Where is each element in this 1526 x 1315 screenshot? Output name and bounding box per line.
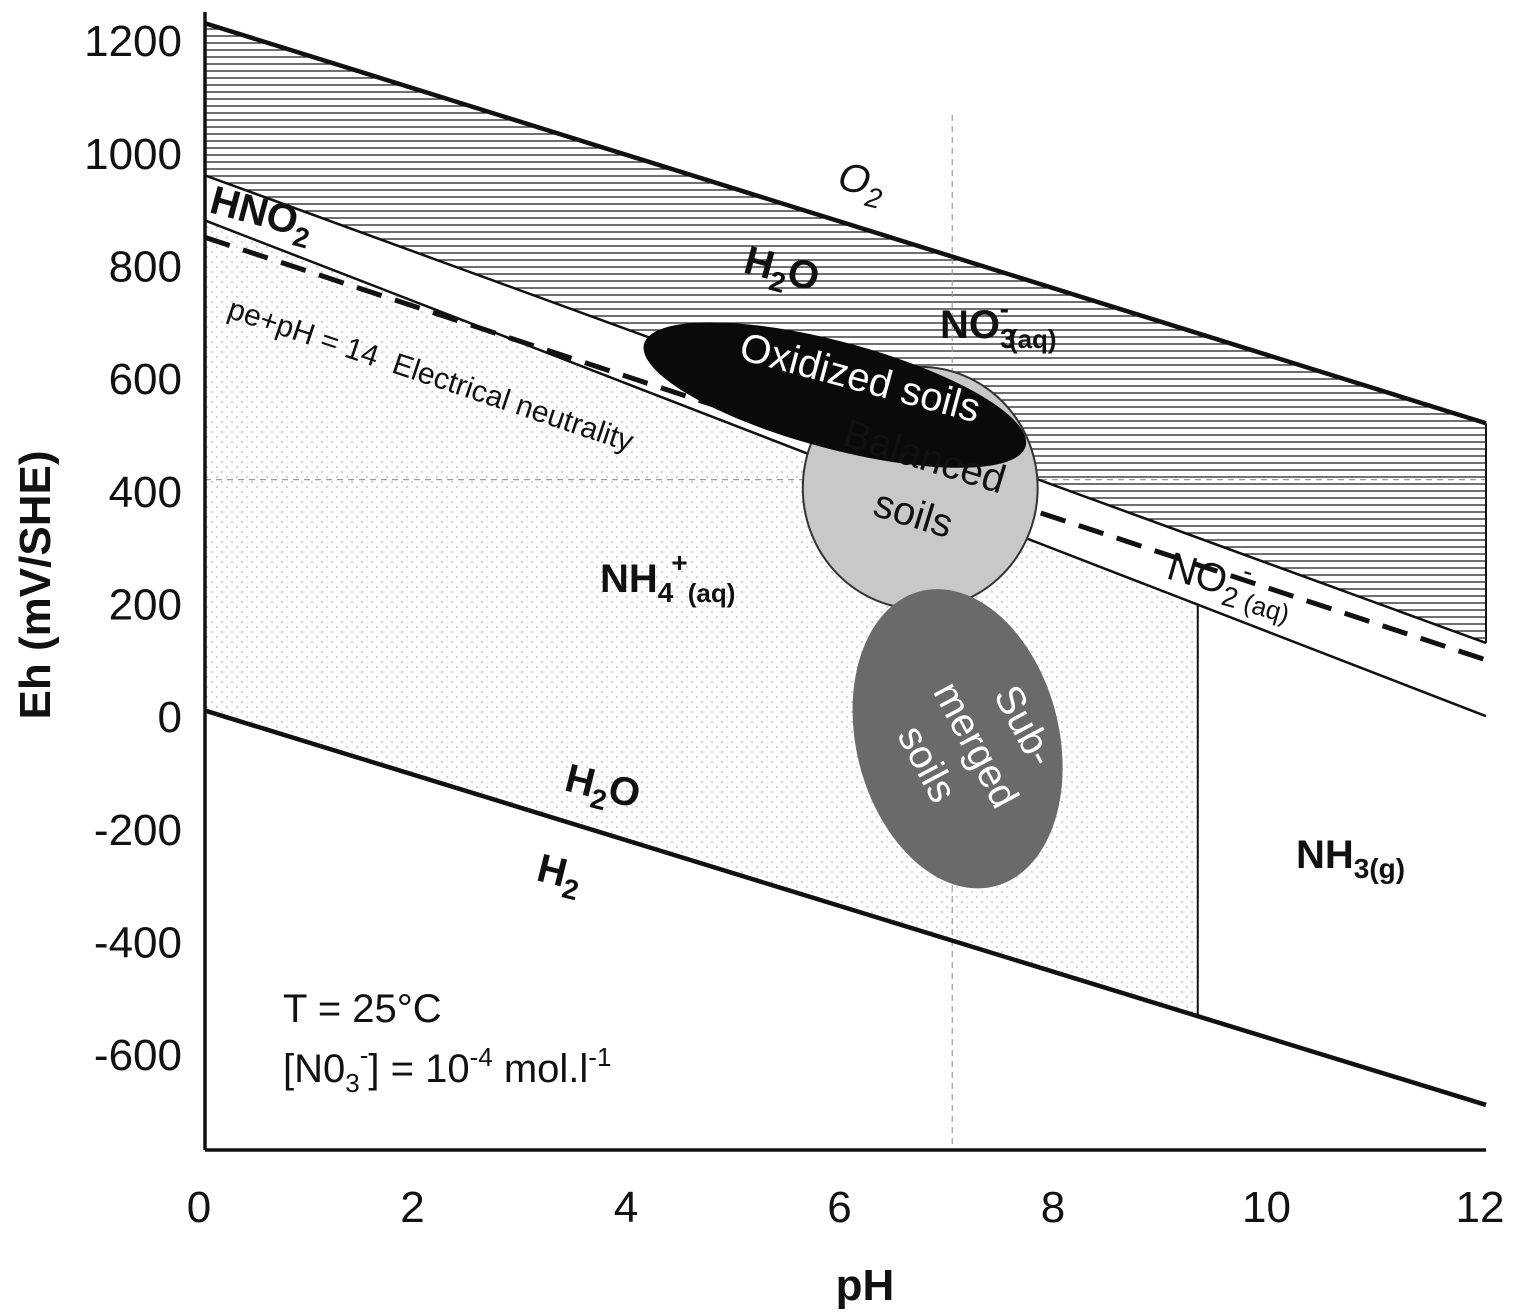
x-tick-label: 2 xyxy=(400,1183,424,1232)
nitrate-concentration-note: [N03-] = 10-4 mol.l-1 xyxy=(283,1040,611,1098)
no3-aq-label: NO3-(aq) xyxy=(940,293,1057,354)
temperature-note: T = 25°C xyxy=(283,987,442,1031)
y-tick-label: -200 xyxy=(94,806,182,855)
y-tick-label: 800 xyxy=(109,243,182,292)
y-tick-label: 400 xyxy=(109,468,182,517)
x-tick-label: 12 xyxy=(1456,1183,1505,1232)
electrical-neutrality-line xyxy=(204,234,1487,663)
h2o-h2-boundary xyxy=(204,708,1487,1108)
y-tick-label: 0 xyxy=(158,693,182,742)
y-tick-label: 1200 xyxy=(84,17,182,66)
x-tick-label: 10 xyxy=(1242,1183,1291,1232)
x-axis-title: pH xyxy=(836,1261,895,1310)
x-tick-label: 8 xyxy=(1041,1183,1065,1232)
soil-regions: Oxidized soilsBalancedsoilsSub-mergedsoi… xyxy=(643,322,1064,889)
x-tick-label: 0 xyxy=(187,1183,211,1232)
x-tick-label: 6 xyxy=(827,1183,851,1232)
axes: 0 2 4 6 8 10 12 1200 1000 800 600 400 200 0 -200 -400 -6… xyxy=(84,12,1504,1232)
nh4-aq-label: NH4+(aq) xyxy=(600,547,735,608)
x-tick-label: 4 xyxy=(614,1183,638,1232)
submerged-soils-region xyxy=(852,589,1063,889)
no3-stability-region xyxy=(205,23,1486,644)
y-tick-label: 1000 xyxy=(84,130,182,179)
h2-label: H2 xyxy=(531,846,586,906)
y-tick-label: 200 xyxy=(109,581,182,630)
y-tick-label: 600 xyxy=(109,355,182,404)
nh3-gas-label: NH3(g) xyxy=(1296,833,1405,884)
y-tick-label: -400 xyxy=(94,919,182,968)
oxidized-soils-region xyxy=(643,322,1027,468)
y-tick-label: -600 xyxy=(94,1031,182,1080)
h2o-lower-label: H2O xyxy=(559,756,645,824)
o2-label: O2 xyxy=(832,154,890,215)
o2-h2o-boundary xyxy=(204,21,1487,426)
y-axis-title: Eh (mV/SHE) xyxy=(11,451,60,720)
